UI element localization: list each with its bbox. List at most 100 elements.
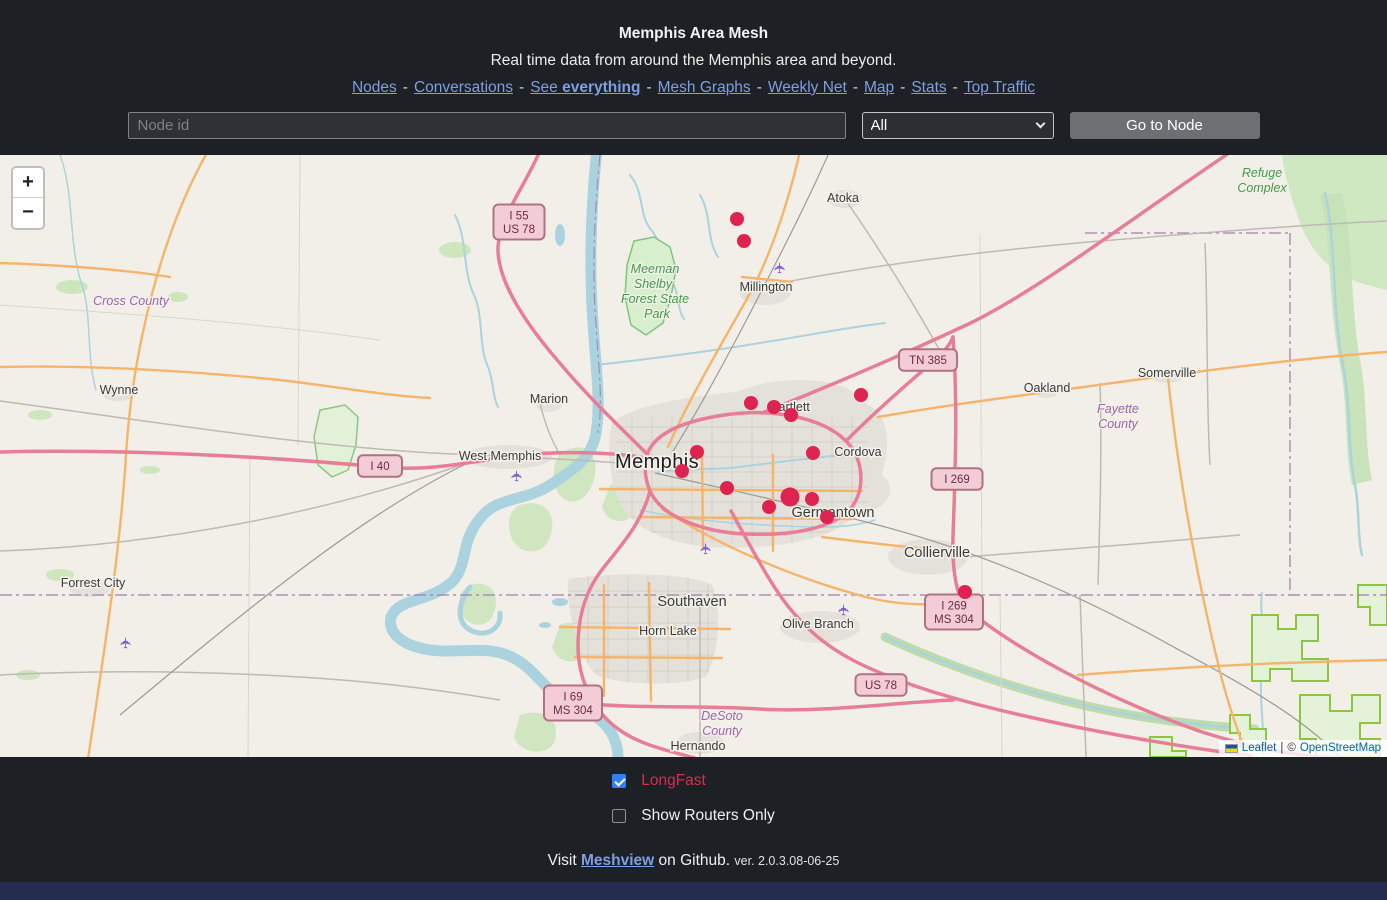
map-label-meeman: Meeman [631,262,680,276]
map-label-millington: Millington [740,280,793,294]
admin-boundaries [0,155,1387,596]
highway-shield [930,467,984,491]
node-id-input[interactable] [127,112,846,139]
channel-label: LongFast [641,772,706,789]
airport-icon: ✈ [836,604,853,617]
bottom-strip [0,882,1387,900]
channel-row-show-routers-only[interactable]: Show Routers Only [612,807,775,825]
node-marker[interactable] [744,396,758,410]
node-marker[interactable] [675,464,689,478]
airport-icons: ✈ ✈ ✈ ✈ ✈ [118,262,853,650]
leaflet-link[interactable]: Leaflet [1241,742,1277,754]
map-label-hernando: Hernando [671,739,726,753]
highway-shield-text: I 269 [944,474,970,486]
nav-separator: - [852,79,858,96]
highway-shield [854,673,908,697]
highway-shield-text: US 78 [865,680,897,692]
channel-row-longfast[interactable]: LongFast [612,772,775,790]
park-area [313,404,359,478]
zoom-out-button[interactable]: − [22,201,34,223]
map-label-marion: Marion [530,392,568,406]
page-title: Memphis Area Mesh [618,25,769,42]
highway-shield [492,203,546,241]
nav-separator: - [900,79,906,96]
nav-link-mesh-graphs[interactable]: Mesh Graphs [657,79,751,96]
map-label-collierville: Collierville [904,545,970,561]
nav-link-conversations[interactable]: Conversations [413,79,514,96]
zoom-in-button[interactable]: + [13,168,43,198]
node-marker[interactable] [730,212,744,226]
osm-link[interactable]: OpenStreetMap [1299,742,1381,754]
map-label-horn-lake: Horn Lake [639,624,697,638]
highway-shields: I 55 US 78 TN 385 I 40 I 269 I 269 MS 304 US 78… [357,203,984,722]
nav-separator: - [952,79,958,96]
node-marker[interactable] [805,492,819,506]
map-label-county: County [702,724,742,738]
copyright-symbol: © [1287,742,1296,754]
map-attribution: Leaflet | © OpenStreetMap [1218,740,1387,757]
node-markers[interactable] [675,212,972,599]
highway-shield-text: US 78 [503,224,535,236]
nav-link-map[interactable]: Map [864,79,895,96]
nav-separator: - [646,79,652,96]
map-label-southaven: Southaven [657,594,726,610]
channel-filter-select[interactable]: All [861,112,1054,139]
main-nav: Nodes - Conversations - See everything - Mesh … [0,79,1387,97]
node-marker[interactable] [820,510,834,524]
highway-shield-text: MS 304 [553,705,593,717]
map-canvas[interactable]: ✈ ✈ ✈ ✈ ✈ Atoka Millington Refuge Complex Meeman… [0,155,1387,757]
map-label-somerville: Somerville [1138,366,1196,380]
version-text: ver. 2.0.3.08-06-25 [734,854,840,868]
meshview-link[interactable]: Meshview [581,852,655,869]
map-label-park: Park [644,307,670,321]
map-label-refuge: Refuge [1242,166,1282,180]
map-label-fayette: Fayette [1097,402,1139,416]
node-marker[interactable] [762,500,776,514]
node-marker[interactable] [854,388,868,402]
attribution-separator: | [1280,742,1284,754]
visit-suffix: on Github. [658,852,731,869]
node-marker[interactable] [958,585,972,599]
ukraine-flag-icon [1224,743,1238,753]
highway-shield [924,593,984,631]
map-label-germantown: Germantown [791,505,874,521]
zoom-control: + − [11,166,45,230]
airport-icon: ✈ [772,262,789,275]
node-marker[interactable] [806,446,820,460]
nav-link-stats[interactable]: Stats [911,79,947,96]
highway-shield-text: I 55 [509,210,528,222]
map-label-oakland: Oakland [1024,381,1071,395]
node-marker[interactable] [780,487,800,507]
map-label-west-memphis: West Memphis [459,449,541,463]
nav-link-nodes[interactable]: Nodes [351,79,397,96]
map-label-wynne: Wynne [100,383,139,397]
channel-select-wrap: All [861,112,1054,139]
map-label-olive-branch: Olive Branch [782,617,854,631]
go-to-node-button[interactable]: Go to Node [1069,112,1260,139]
nav-separator: - [519,79,525,96]
nav-link-see-everything[interactable]: See everything [530,79,641,96]
map-label-forest-state: Forest State [621,292,689,306]
node-marker[interactable] [737,234,751,248]
subtitle: Real time data from around the Memphis a… [490,52,897,69]
node-marker[interactable] [690,445,704,459]
checkbox-longfast[interactable] [612,774,627,788]
airport-icon: ✈ [118,637,135,650]
node-marker[interactable] [720,481,734,495]
node-marker[interactable] [784,408,798,422]
visit-line: Visit Meshview on Github. ver. 2.0.3.08-… [548,852,840,870]
nav-link-top-traffic[interactable]: Top Traffic [963,79,1036,96]
checkbox-show-routers-only[interactable] [612,809,627,823]
map-label-cordova: Cordova [834,445,881,459]
node-marker[interactable] [767,400,781,414]
nav-separator: - [756,79,762,96]
highway-shield [357,454,403,478]
nav-link-weekly-net[interactable]: Weekly Net [767,79,847,96]
map-label-forrest-city: Forrest City [61,576,126,590]
map-label-desoto: DeSoto [701,709,743,723]
footer: LongFast Show Routers Only Visit Meshview… [0,757,1387,882]
highway-shield [898,348,958,372]
channel-toggles: LongFast Show Routers Only [612,772,775,842]
highway-shield-text: I 69 [563,691,582,703]
